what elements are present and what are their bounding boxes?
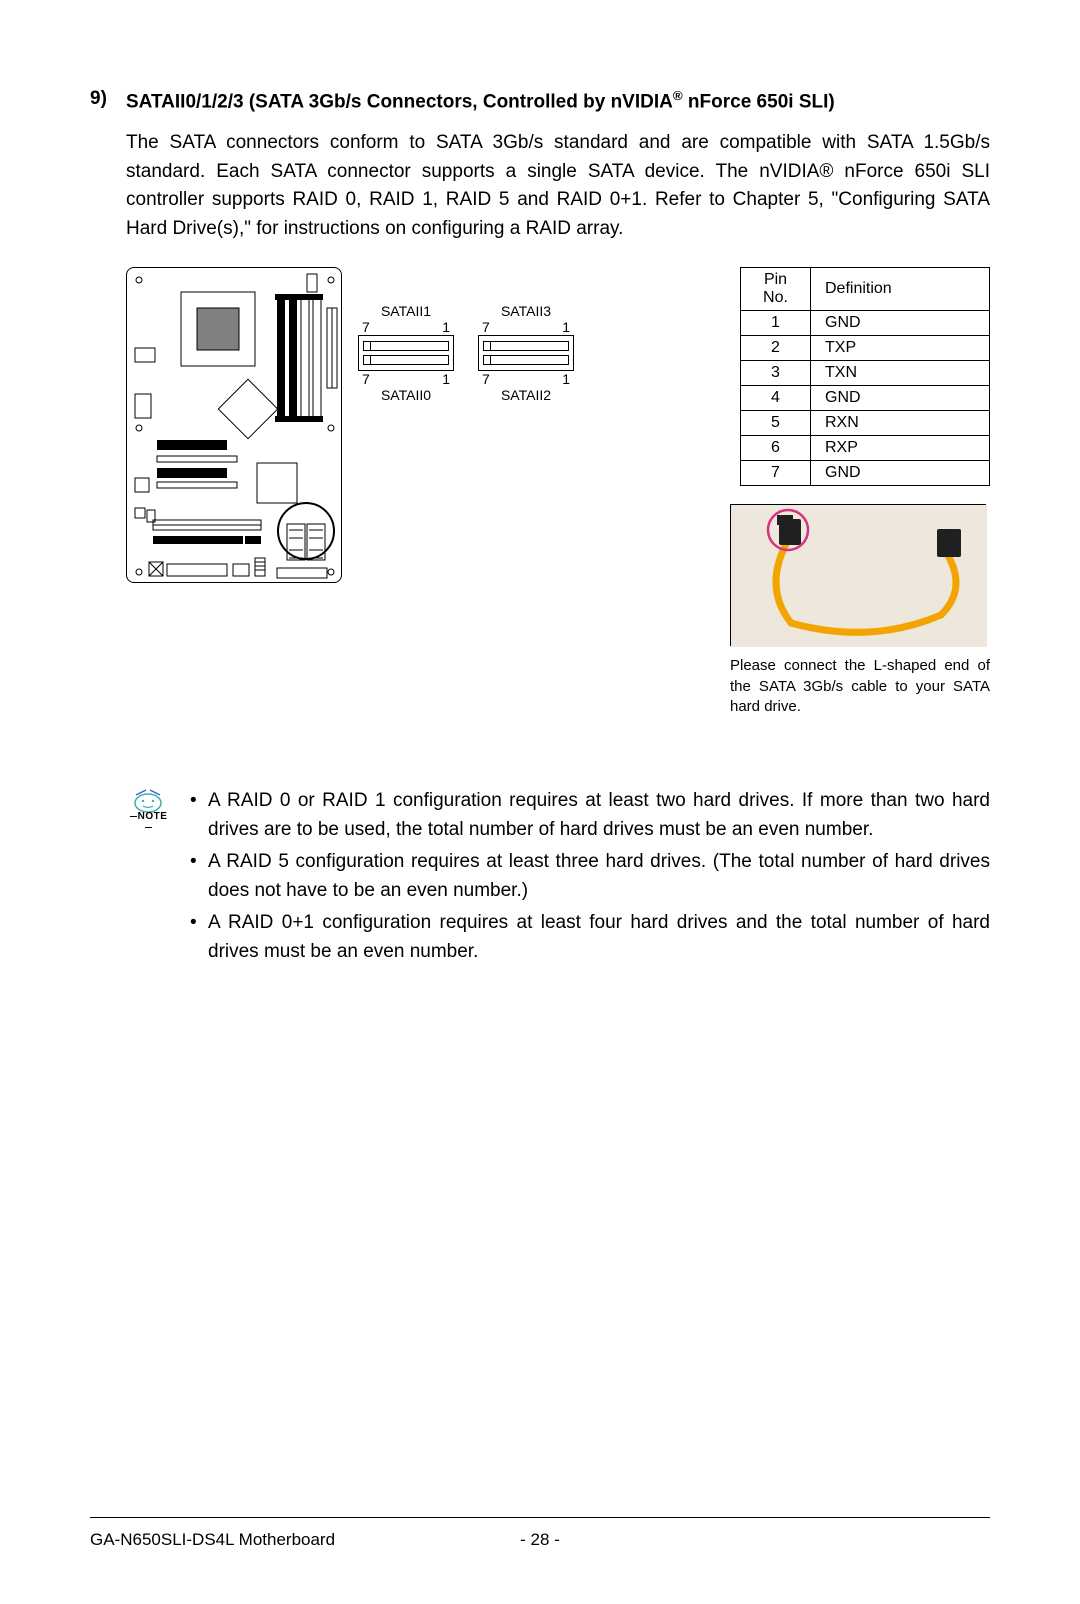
- photo-caption: Please connect the L-shaped end of the S…: [730, 656, 990, 717]
- list-item: A RAID 0 or RAID 1 configuration require…: [190, 787, 990, 844]
- list-item: A RAID 0+1 configuration requires at lea…: [190, 909, 990, 966]
- table-row: 3TXN: [741, 361, 990, 386]
- note-icon: NOTE: [126, 787, 170, 970]
- table-row: 7GND: [741, 461, 990, 486]
- section-paragraph: The SATA connectors conform to SATA 3Gb/…: [126, 129, 990, 243]
- note-label: NOTE: [126, 811, 170, 833]
- connector-diagram: SATAII1 71 71 SATAII0 SATAII3 71 71 SATA…: [358, 267, 574, 717]
- sata-cable-photo: [730, 504, 986, 646]
- table-row: 4GND: [741, 386, 990, 411]
- connector-label: SATAII3: [478, 303, 574, 319]
- footer-page-number: - 28 -: [520, 1530, 560, 1550]
- motherboard-diagram: [126, 267, 342, 583]
- pin-definition-table: Pin No. Definition 1GND2TXP3TXN4GND5RXN6…: [740, 267, 990, 486]
- connector-box: [358, 335, 454, 371]
- table-row: 2TXP: [741, 336, 990, 361]
- footer-title: GA-N650SLI-DS4L Motherboard: [90, 1530, 335, 1550]
- page-footer: GA-N650SLI-DS4L Motherboard - 28 -: [90, 1517, 990, 1550]
- note-block: NOTE A RAID 0 or RAID 1 configuration re…: [126, 787, 990, 970]
- table-row: 1GND: [741, 311, 990, 336]
- connector-label: SATAII2: [478, 387, 574, 403]
- connector-box: [478, 335, 574, 371]
- figure-row: SATAII1 71 71 SATAII0 SATAII3 71 71 SATA…: [126, 267, 990, 717]
- right-column: Pin No. Definition 1GND2TXP3TXN4GND5RXN6…: [730, 267, 990, 717]
- list-item: A RAID 5 configuration requires at least…: [190, 848, 990, 905]
- table-header: Definition: [811, 268, 990, 311]
- table-header: Pin No.: [741, 268, 811, 311]
- section-title: SATAII0/1/2/3 (SATA 3Gb/s Connectors, Co…: [126, 88, 835, 113]
- section-heading: 9) SATAII0/1/2/3 (SATA 3Gb/s Connectors,…: [90, 88, 990, 113]
- notes-list: A RAID 0 or RAID 1 configuration require…: [190, 787, 990, 970]
- table-row: 6RXP: [741, 436, 990, 461]
- connector-label: SATAII0: [358, 387, 454, 403]
- table-row: 5RXN: [741, 411, 990, 436]
- section-number: 9): [90, 88, 126, 113]
- connector-label: SATAII1: [358, 303, 454, 319]
